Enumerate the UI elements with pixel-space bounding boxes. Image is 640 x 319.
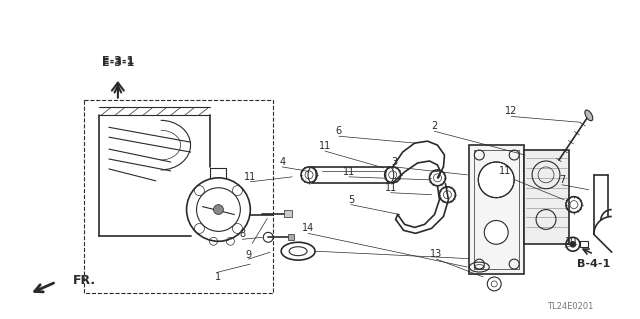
Circle shape xyxy=(478,162,514,198)
Text: 8: 8 xyxy=(239,229,245,239)
Text: 11: 11 xyxy=(385,183,397,193)
Bar xyxy=(474,150,519,269)
Text: 11: 11 xyxy=(343,167,355,177)
Ellipse shape xyxy=(386,167,394,183)
Text: E-3-1: E-3-1 xyxy=(102,58,134,68)
Bar xyxy=(288,234,294,240)
Text: 14: 14 xyxy=(302,223,314,234)
Bar xyxy=(284,210,292,218)
Ellipse shape xyxy=(308,167,316,183)
Text: 11: 11 xyxy=(319,141,331,151)
Text: 5: 5 xyxy=(348,195,354,205)
Text: 13: 13 xyxy=(430,249,443,259)
Text: 7: 7 xyxy=(559,175,565,185)
Text: B-4-1: B-4-1 xyxy=(577,259,611,269)
Text: 11: 11 xyxy=(499,166,511,176)
Text: 10: 10 xyxy=(565,237,577,247)
Text: TL24E0201: TL24E0201 xyxy=(547,302,594,311)
Text: 12: 12 xyxy=(505,107,517,116)
Bar xyxy=(84,100,273,293)
Text: 11: 11 xyxy=(244,172,257,182)
Bar xyxy=(580,241,588,247)
Bar xyxy=(469,145,524,274)
Ellipse shape xyxy=(585,110,593,121)
Text: 9: 9 xyxy=(245,250,252,260)
Circle shape xyxy=(214,204,223,214)
Text: FR.: FR. xyxy=(73,274,96,287)
Bar xyxy=(524,150,569,244)
Text: 4: 4 xyxy=(279,157,285,167)
Circle shape xyxy=(484,220,508,244)
Text: 1: 1 xyxy=(216,272,221,282)
Text: E-3-1: E-3-1 xyxy=(102,56,134,66)
Text: 2: 2 xyxy=(431,121,438,131)
Text: 3: 3 xyxy=(392,157,397,167)
Text: 6: 6 xyxy=(336,126,342,136)
Circle shape xyxy=(570,241,576,247)
